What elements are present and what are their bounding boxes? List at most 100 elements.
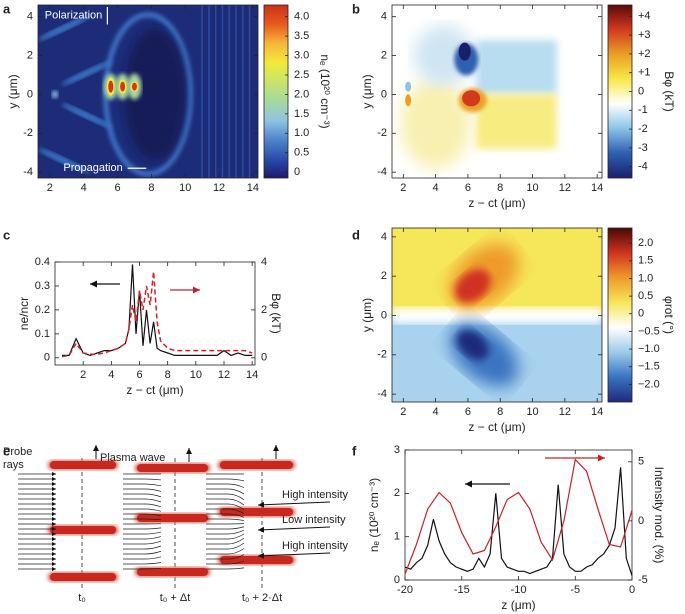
- x-tick-label: 4: [81, 182, 87, 194]
- annotation: Propagation: [63, 162, 122, 174]
- probe-ray: [206, 542, 245, 550]
- probe-ray: [206, 518, 245, 521]
- y-tick-label: 3: [394, 444, 400, 456]
- heatmap-peak: [405, 81, 412, 92]
- probe-ray: [123, 498, 162, 503]
- probe-ray: [123, 550, 162, 555]
- heatmap-peak: [405, 94, 412, 107]
- colorbar-tick-label: 0.5: [638, 290, 653, 302]
- x-tick-label: 14: [247, 182, 259, 194]
- colorbar-tick-label: 1.5: [638, 255, 653, 267]
- plasma-rod: [137, 568, 208, 576]
- y-tick-label: 0: [381, 88, 387, 100]
- time-label: t₀ + 2·Δt: [242, 592, 282, 604]
- colorbar-label: Bφ (kT): [662, 71, 676, 111]
- y-tick-label: 1: [394, 531, 400, 543]
- heatmap-region: [400, 78, 471, 169]
- y-tick-label: -2: [377, 127, 387, 139]
- x-tick-label: 6: [136, 369, 142, 381]
- panel-letter: d: [352, 227, 360, 242]
- probe-ray: [123, 483, 162, 487]
- colorbar-tick-label: 2.0: [638, 237, 653, 249]
- y-tick-label: 2: [381, 49, 387, 61]
- probe-ray: [206, 533, 245, 540]
- probe-ray: [123, 503, 162, 508]
- colorbar: [263, 4, 289, 179]
- heatmap-peak: [51, 90, 58, 99]
- y-tick-label: 0.3: [35, 280, 50, 292]
- heatmap-filament: [61, 60, 113, 86]
- heatmap-image: [392, 5, 602, 178]
- probe-ray: [206, 554, 245, 560]
- probe-ray: [123, 531, 162, 535]
- panel-letter: b: [352, 1, 360, 16]
- y2-axis-label: Bφ (kT): [269, 293, 283, 333]
- x-tick-label: 14: [246, 369, 258, 381]
- y-axis-label: y (μm): [360, 74, 374, 108]
- plot-frame: [391, 227, 603, 403]
- heatmap-fade: [392, 307, 602, 324]
- colorbar-tick-label: 3.0: [294, 49, 309, 61]
- y-tick-label: -2: [377, 349, 387, 361]
- probe-ray: [206, 498, 245, 506]
- probe-ray: [206, 560, 245, 565]
- plot-frame: [37, 4, 259, 179]
- y2-tick-label: 5: [638, 456, 644, 468]
- x-tick-label: 10: [526, 406, 538, 418]
- probe-ray: [123, 478, 162, 481]
- plasma-rod: [137, 464, 208, 472]
- y-tick-label: 2: [27, 49, 33, 61]
- heatmap-peak: [131, 82, 137, 91]
- heatmap-peak: [120, 81, 126, 92]
- colorbar-tick-label: −2.0: [638, 378, 660, 390]
- x-tick-label: 14: [591, 406, 603, 418]
- colorbar-tick-label: +4: [638, 10, 651, 22]
- colorbar-tick-label: 0: [638, 308, 644, 320]
- y-tick-label: 2: [381, 270, 387, 282]
- x-tick-label: 12: [218, 369, 230, 381]
- colorbar-tick-label: 1.0: [294, 127, 309, 139]
- heatmap-peak: [458, 42, 471, 61]
- annotation: Polarization: [45, 10, 102, 22]
- probe-ray: [123, 508, 162, 512]
- heatmap-lobe: [456, 330, 489, 360]
- data-line: [61, 271, 253, 358]
- colorbar-tick-label: 2.0: [294, 88, 309, 100]
- x-tick-label: 6: [465, 406, 471, 418]
- probe-ray: [123, 568, 162, 570]
- probe-ray: [123, 493, 162, 498]
- x-tick-label: 6: [114, 182, 120, 194]
- x-tick-label: 8: [148, 182, 154, 194]
- probe-ray: [123, 562, 162, 565]
- colorbar: [607, 4, 633, 179]
- probe-ray: [206, 513, 245, 518]
- x-tick-label: 12: [213, 182, 225, 194]
- x-tick-label: 8: [497, 406, 503, 418]
- y-tick-label: -4: [377, 388, 387, 400]
- colorbar-tick-label: 3.5: [294, 30, 309, 42]
- y-tick-label: 0: [394, 574, 400, 586]
- y-tick-label: 4: [27, 11, 33, 23]
- probe-ray: [123, 536, 162, 540]
- x-tick-label: -20: [397, 584, 413, 596]
- x-tick-label: 10: [179, 182, 191, 194]
- x-axis-label: z − ct (μm): [126, 383, 183, 397]
- probe-ray: [123, 488, 162, 492]
- x-tick-label: -10: [511, 584, 527, 596]
- colorbar-tick-label: +1: [638, 67, 651, 79]
- y2-tick-label: -5: [638, 574, 648, 586]
- y-tick-label: 0: [27, 88, 33, 100]
- x-tick-label: 12: [559, 182, 571, 194]
- heatmap-peak: [462, 90, 481, 107]
- colorbar-tick-label: -4: [638, 161, 648, 173]
- plasma-rod: [220, 556, 293, 564]
- probe-ray: [206, 529, 245, 535]
- x-tick-label: 2: [400, 406, 406, 418]
- plasma-rod: [220, 508, 293, 516]
- x-tick-label: -5: [570, 584, 580, 596]
- probe-ray: [206, 488, 245, 495]
- y-tick-label: 4: [381, 11, 387, 23]
- intensity-label: High intensity: [282, 489, 349, 501]
- y2-tick-label: 0: [261, 352, 267, 364]
